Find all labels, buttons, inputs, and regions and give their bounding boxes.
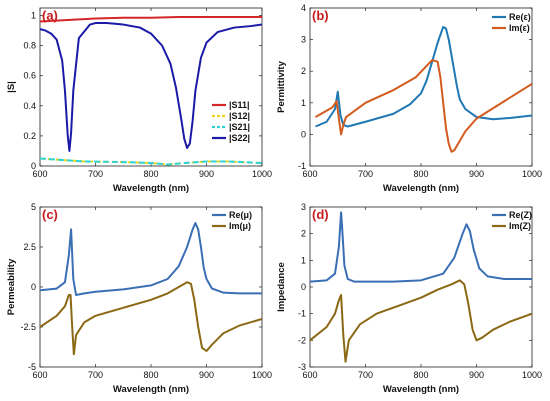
- y-tick-label: 3: [301, 202, 306, 212]
- y-tick-label: -2: [298, 335, 306, 345]
- y-tick-label: 4: [301, 3, 306, 13]
- plot-frame: [309, 7, 533, 167]
- y-tick-label: 2: [301, 229, 306, 239]
- x-tick-label: 800: [143, 169, 158, 179]
- x-tick-label: 600: [32, 370, 47, 380]
- y-tick-label: 1: [301, 98, 306, 108]
- legend-entry: |S11|: [229, 100, 250, 110]
- x-tick-label: 600: [302, 169, 317, 179]
- panel-3: 600 700 800 900 1000 -3 -2 -1 0 1 2 3 Wavelength (nm…: [276, 202, 542, 395]
- panel-label: (d): [312, 207, 329, 222]
- legend-entry: Re(Z): [509, 210, 532, 220]
- x-tick-label: 900: [469, 370, 484, 380]
- y-tick-label: 0.8: [23, 41, 36, 51]
- y-tick-label: 5: [31, 202, 36, 212]
- legend-entry: |S22|: [229, 133, 250, 143]
- y-tick-label: -1: [298, 161, 306, 171]
- legend: Re(μ)Im(μ): [212, 210, 252, 231]
- y-tick-label: -2.5: [20, 322, 36, 332]
- x-axis-label: Wavelength (nm): [113, 183, 189, 194]
- y-tick-label: 1: [301, 255, 306, 265]
- x-tick-label: 700: [88, 169, 103, 179]
- y-axis-label: Permeability: [6, 258, 17, 315]
- y-tick-label: -5: [28, 362, 36, 372]
- y-tick-label: 1: [31, 11, 36, 21]
- legend-entry: Im(ε): [509, 23, 530, 33]
- x-tick-label: 800: [413, 370, 428, 380]
- series-line-0: [310, 211, 532, 283]
- series-line-1: [315, 59, 532, 153]
- legend: |S11||S12||S21||S22|: [212, 100, 250, 143]
- y-tick-label: 2: [301, 66, 306, 76]
- y-tick-label: 2.5: [23, 242, 36, 252]
- y-tick-label: 0.4: [23, 101, 36, 111]
- x-tick-label: 700: [358, 169, 373, 179]
- x-tick-label: 600: [302, 370, 317, 380]
- x-axis-label: Wavelength (nm): [383, 384, 459, 395]
- y-axis-label: Permittivity: [276, 60, 287, 112]
- y-axis-label: Impedance: [276, 262, 287, 312]
- x-tick-label: 900: [199, 370, 214, 380]
- y-tick-label: 0: [31, 161, 36, 171]
- series-line-1: [310, 279, 532, 363]
- panel-label: (a): [42, 8, 58, 23]
- x-tick-label: 1000: [252, 370, 272, 380]
- y-tick-label: 0.2: [23, 131, 36, 141]
- legend-entry: Re(μ): [229, 210, 252, 220]
- y-axis-label: |S|: [6, 81, 17, 93]
- x-tick-label: 1000: [522, 370, 542, 380]
- x-tick-label: 900: [199, 169, 214, 179]
- panel-1: 600 700 800 900 1000 -1 0 1 2 3 4 Wavelength (nm) Pe…: [276, 3, 542, 194]
- legend-entry: Im(μ): [229, 221, 251, 231]
- series-line-3: [40, 22, 262, 152]
- series-line-0: [40, 16, 262, 23]
- panel-label: (b): [312, 8, 329, 23]
- x-tick-label: 800: [413, 169, 428, 179]
- x-tick-label: 700: [88, 370, 103, 380]
- x-tick-label: 1000: [252, 169, 272, 179]
- panel-label: (c): [42, 207, 58, 222]
- y-tick-label: 3: [301, 35, 306, 45]
- y-tick-label: 0: [301, 129, 306, 139]
- legend-entry: Re(ε): [509, 12, 531, 22]
- x-tick-label: 900: [469, 169, 484, 179]
- x-tick-label: 1000: [522, 169, 542, 179]
- legend-entry: |S12|: [229, 111, 250, 121]
- x-axis-label: Wavelength (nm): [113, 384, 189, 395]
- y-tick-label: 0: [301, 282, 306, 292]
- panel-0: 600 700 800 900 1000 0 0.2 0.4 0.6 0.8 1 Wavelength…: [6, 7, 272, 194]
- x-axis-label: Wavelength (nm): [383, 183, 459, 194]
- legend-entry: Im(Z): [509, 221, 531, 231]
- y-tick-label: 0.6: [23, 71, 36, 81]
- x-tick-label: 700: [358, 370, 373, 380]
- legend: Re(Z)Im(Z): [492, 210, 532, 231]
- series-line-1: [40, 281, 262, 356]
- series-line-0: [315, 25, 532, 128]
- series-line-2: [40, 157, 262, 166]
- legend-entry: |S21|: [229, 122, 250, 132]
- series-line-0: [40, 222, 262, 296]
- y-tick-label: -1: [298, 309, 306, 319]
- x-tick-label: 800: [143, 370, 158, 380]
- y-tick-label: 0: [31, 282, 36, 292]
- y-tick-label: -3: [298, 362, 306, 372]
- legend: Re(ε)Im(ε): [492, 12, 531, 33]
- panel-2: 600 700 800 900 1000 -5 -2.5 0 2.5 5 Wavelength (n…: [6, 202, 272, 395]
- x-tick-label: 600: [32, 169, 47, 179]
